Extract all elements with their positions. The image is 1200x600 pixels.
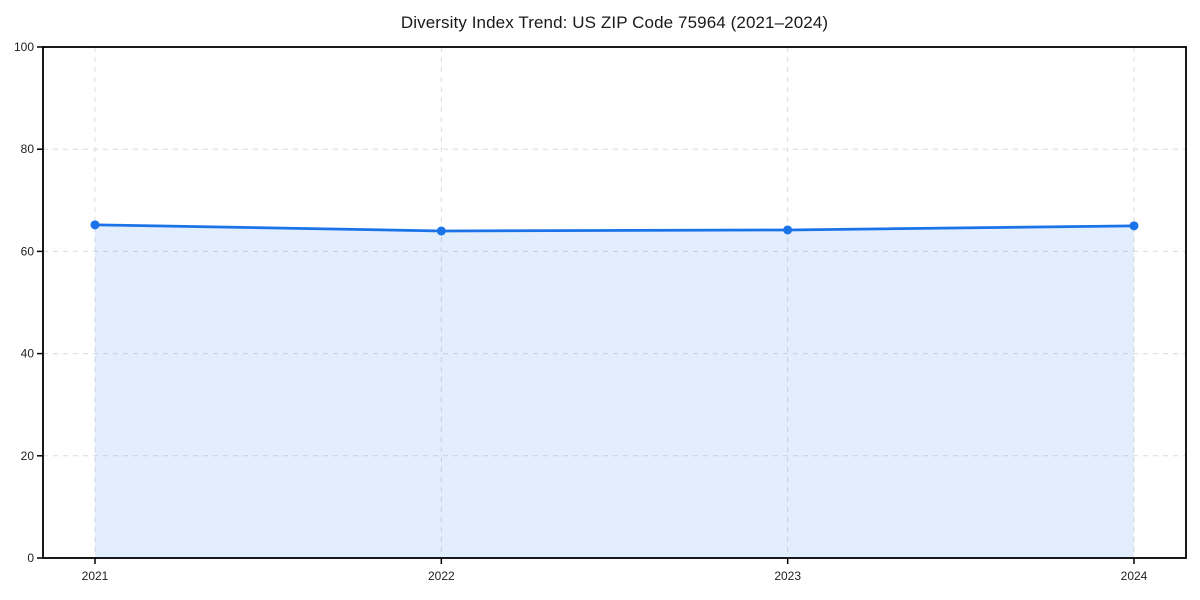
y-tick-label: 40 xyxy=(21,347,35,361)
plot-border xyxy=(42,46,1187,559)
area-fill xyxy=(95,224,1134,558)
data-point-2023 xyxy=(783,225,793,235)
y-tick-label: 20 xyxy=(21,449,35,463)
x-tick-label: 2023 xyxy=(774,569,801,583)
y-tick-label: 60 xyxy=(21,244,35,258)
y-tick-label: 80 xyxy=(21,142,35,156)
trend-line xyxy=(93,223,1136,233)
x-tick-label: 2022 xyxy=(428,569,455,583)
x-tick-label: 2021 xyxy=(82,569,109,583)
data-point-2024 xyxy=(1129,221,1139,231)
y-tick-label: 0 xyxy=(27,551,34,565)
y-tick-label: 100 xyxy=(14,40,34,54)
x-tick-label: 2024 xyxy=(1121,569,1148,583)
data-point-2022 xyxy=(436,226,446,236)
chart-title: Diversity Index Trend: US ZIP Code 75964… xyxy=(400,13,829,32)
data-point-2021 xyxy=(90,220,100,230)
